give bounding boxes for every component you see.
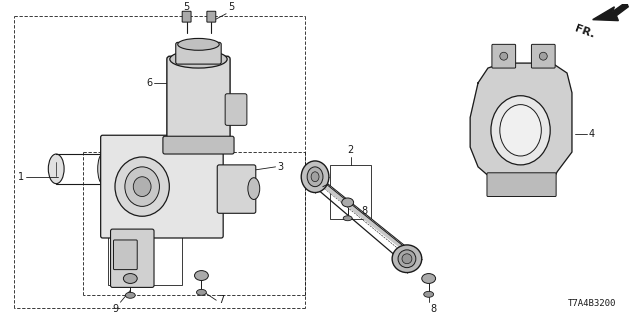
Ellipse shape [500, 52, 508, 60]
Ellipse shape [540, 52, 547, 60]
Ellipse shape [115, 157, 170, 216]
FancyBboxPatch shape [113, 240, 137, 270]
Text: 8: 8 [431, 304, 436, 314]
Ellipse shape [392, 245, 422, 273]
Ellipse shape [124, 274, 137, 284]
Ellipse shape [98, 154, 108, 184]
Text: 4: 4 [589, 129, 595, 139]
FancyBboxPatch shape [225, 94, 247, 125]
FancyBboxPatch shape [163, 136, 234, 154]
Text: 9: 9 [113, 304, 118, 314]
FancyBboxPatch shape [207, 11, 216, 22]
Ellipse shape [398, 250, 416, 268]
Text: 7: 7 [218, 295, 225, 305]
Ellipse shape [170, 50, 227, 68]
Ellipse shape [424, 291, 434, 297]
Ellipse shape [301, 161, 329, 193]
FancyBboxPatch shape [111, 229, 154, 287]
Ellipse shape [307, 167, 323, 187]
Ellipse shape [343, 216, 352, 221]
Text: 5: 5 [184, 2, 189, 12]
Polygon shape [470, 63, 572, 187]
Text: 6: 6 [146, 78, 152, 88]
Text: 8: 8 [362, 206, 367, 216]
FancyBboxPatch shape [176, 42, 221, 64]
FancyBboxPatch shape [182, 11, 191, 22]
Text: T7A4B3200: T7A4B3200 [568, 299, 616, 308]
Ellipse shape [491, 96, 550, 165]
Ellipse shape [125, 167, 159, 206]
Text: 3: 3 [278, 162, 284, 172]
Polygon shape [593, 2, 628, 20]
Ellipse shape [125, 292, 135, 298]
Ellipse shape [178, 38, 220, 50]
Ellipse shape [248, 178, 260, 199]
Ellipse shape [195, 271, 209, 280]
Polygon shape [323, 185, 411, 256]
Ellipse shape [500, 105, 541, 156]
FancyBboxPatch shape [217, 165, 256, 213]
Ellipse shape [422, 274, 436, 284]
FancyBboxPatch shape [167, 56, 230, 146]
Text: FR.: FR. [573, 23, 596, 40]
Ellipse shape [196, 289, 206, 295]
FancyBboxPatch shape [100, 135, 223, 238]
Text: 1: 1 [17, 172, 24, 182]
Ellipse shape [311, 172, 319, 182]
Text: 2: 2 [348, 145, 354, 155]
FancyBboxPatch shape [487, 173, 556, 196]
Ellipse shape [48, 154, 64, 184]
Text: 5: 5 [228, 2, 234, 12]
FancyBboxPatch shape [492, 44, 516, 68]
Bar [330, 165, 371, 219]
FancyBboxPatch shape [531, 44, 555, 68]
Ellipse shape [342, 198, 353, 207]
Ellipse shape [402, 254, 412, 264]
Ellipse shape [133, 177, 151, 196]
Bar [108, 231, 182, 285]
